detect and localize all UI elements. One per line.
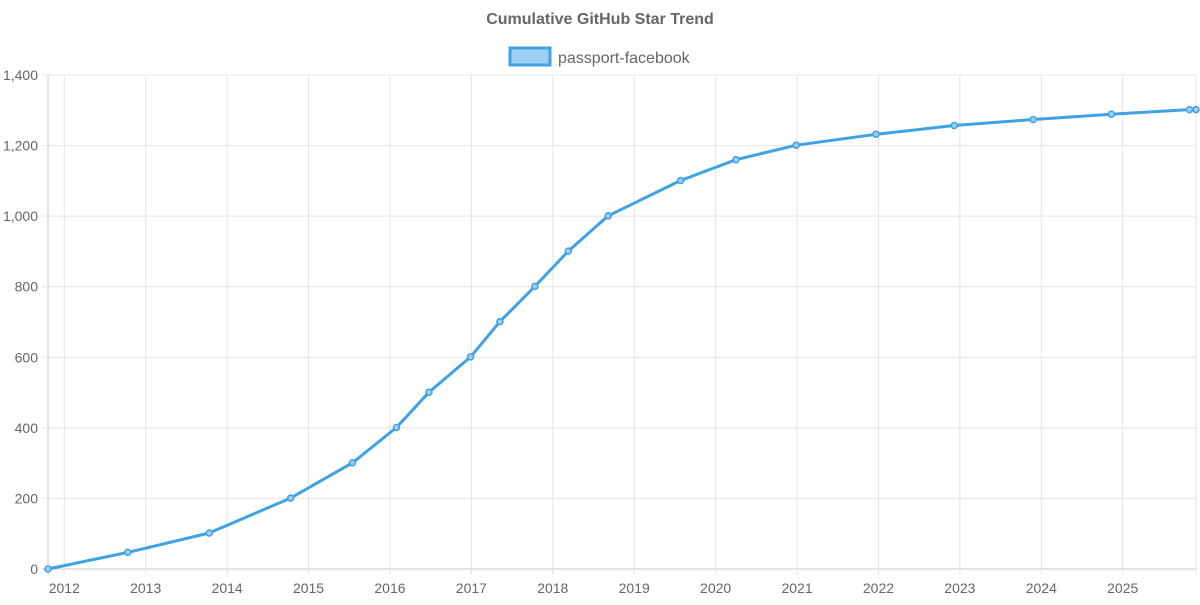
data-point[interactable] [1185,105,1194,114]
x-tick-label: 2024 [1026,580,1057,596]
x-tick-label: 2016 [374,580,405,596]
x-tick-label: 2015 [293,580,324,596]
x-tick-label: 2018 [537,580,568,596]
data-point[interactable] [732,155,740,164]
data-point[interactable] [286,494,295,502]
data-point[interactable] [205,529,213,537]
axes [47,75,1197,575]
x-tick-labels: 2012 2013 2014 2015 2016 2017 2018 2019 2020 2021… [49,580,1139,596]
chart-title: Cumulative GitHub Star Trend [486,11,714,28]
data-point[interactable] [124,548,132,557]
x-tick-label: 2013 [130,580,161,596]
x-tick-label: 2012 [49,580,80,596]
data-point[interactable] [1029,115,1037,124]
y-tick-label: 0 [30,561,38,577]
data-point[interactable] [564,247,573,255]
x-tick-label: 2021 [781,580,812,596]
legend-swatch [508,46,552,67]
data-point[interactable] [531,282,539,291]
x-tick-label: 2014 [212,580,243,596]
y-tick-labels: 0 200 400 600 800 1,000 1,200 1,400 [3,67,38,577]
data-point[interactable] [348,459,357,467]
series-layer [44,105,1200,573]
data-point[interactable] [872,130,880,139]
grid [42,74,1196,575]
data-point[interactable] [496,317,504,326]
data-point[interactable] [392,423,401,432]
x-tick-label: 2017 [456,580,487,596]
x-tick-label: 2022 [863,580,894,596]
y-tick-label: 1,200 [3,138,38,154]
data-point[interactable] [1107,110,1116,118]
data-point[interactable] [1192,105,1200,114]
data-point[interactable] [604,212,612,220]
y-tick-label: 1,400 [3,67,38,83]
y-tick-label: 400 [15,420,39,436]
x-tick-label: 2020 [700,580,731,596]
legend[interactable]: passport-facebook [508,46,691,67]
data-point[interactable] [425,388,433,396]
x-tick-label: 2019 [619,580,650,596]
y-tick-label: 800 [15,279,39,295]
y-tick-label: 1,000 [3,208,38,224]
y-tick-label: 600 [15,349,39,365]
x-tick-label: 2023 [944,580,975,596]
data-point[interactable] [676,176,685,185]
legend-label: passport-facebook [558,50,691,67]
y-tick-label: 200 [15,490,39,506]
data-point[interactable] [466,353,475,361]
data-point[interactable] [950,121,958,130]
x-tick-label: 2025 [1107,580,1138,596]
series-line [46,108,1198,571]
data-point[interactable] [44,565,52,573]
data-point[interactable] [792,141,800,149]
